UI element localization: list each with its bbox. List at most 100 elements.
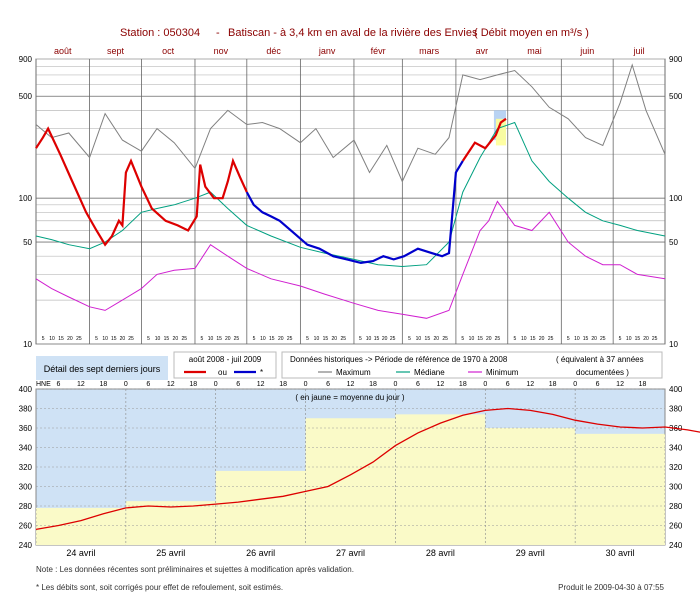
series-line-1 — [35, 121, 666, 268]
hour-tick-label: 12 — [436, 381, 444, 388]
hour-tick-label: 18 — [279, 381, 287, 388]
day-tick-label: 10 — [469, 336, 475, 342]
top-y-tick-left: 100 — [19, 194, 33, 203]
hour-tick-label: 18 — [639, 381, 647, 388]
star-label: * — [260, 368, 263, 377]
top-y-tick-right: 50 — [669, 238, 678, 247]
or-label: ou — [218, 368, 227, 377]
historical-label: Données historiques -> Période de référe… — [290, 355, 508, 364]
recent-period-label: août 2008 - juil 2009 — [189, 355, 262, 364]
historical-legend-box — [281, 351, 663, 379]
detail-box-label: Détail des sept derniers jours — [44, 364, 161, 374]
hour-tick-label: 0 — [483, 381, 487, 388]
bottom-y-tick-left: 340 — [19, 444, 33, 453]
bottom-y-tick-right: 400 — [669, 385, 683, 394]
equiv-label: ( équivalent à 37 années — [556, 355, 644, 364]
month-label: mars — [419, 46, 439, 56]
month-label: févr — [371, 46, 386, 56]
top-y-tick-left: 10 — [23, 340, 32, 349]
daily-mean-block — [395, 414, 486, 545]
bottom-y-tick-left: 400 — [19, 385, 33, 394]
day-tick-label: 15 — [111, 336, 117, 342]
series-line-0 — [35, 63, 666, 183]
day-tick-label: 15 — [477, 336, 483, 342]
day-tick-label: 25 — [76, 336, 82, 342]
hour-tick-label: 12 — [526, 381, 534, 388]
day-tick-label: 10 — [155, 336, 161, 342]
month-label: août — [54, 46, 72, 56]
series-line-5 — [461, 117, 507, 162]
top-y-tick-right: 500 — [669, 92, 683, 101]
bottom-y-tick-right: 280 — [669, 502, 683, 511]
day-tick-label: 5 — [514, 336, 517, 342]
day-tick-label: 5 — [461, 336, 464, 342]
series-line-2 — [35, 200, 666, 319]
bottom-y-tick-left: 280 — [19, 502, 33, 511]
day-label: 27 avril — [336, 548, 365, 558]
hour-tick-label: 6 — [146, 381, 150, 388]
day-tick-label: 10 — [574, 336, 580, 342]
day-tick-label: 5 — [359, 336, 362, 342]
unit-title: ( Débit moyen en m³/s ) — [474, 27, 589, 39]
bottom-y-tick-right: 260 — [669, 522, 683, 531]
daily-mean-block — [575, 433, 665, 545]
month-label: juil — [633, 46, 645, 56]
day-tick-label: 25 — [128, 336, 134, 342]
recent-legend-box — [173, 351, 277, 379]
day-tick-label: 15 — [323, 336, 329, 342]
day-tick-label: 15 — [164, 336, 170, 342]
hour-tick-label: 18 — [189, 381, 197, 388]
day-tick-label: 10 — [49, 336, 55, 342]
minimum-label: Minimum — [486, 368, 519, 377]
day-tick-label: 20 — [486, 336, 492, 342]
day-tick-label: 15 — [269, 336, 275, 342]
documented-label: documentées ) — [576, 368, 629, 377]
hour-tick-label: 0 — [304, 381, 308, 388]
bottom-y-tick-left: 380 — [19, 405, 33, 414]
day-tick-label: 5 — [42, 336, 45, 342]
month-label: mai — [527, 46, 542, 56]
day-tick-label: 25 — [652, 336, 658, 342]
day-tick-label: 20 — [382, 336, 388, 342]
day-tick-label: 5 — [200, 336, 203, 342]
day-label: 30 avril — [606, 548, 635, 558]
day-tick-label: 15 — [425, 336, 431, 342]
bottom-y-tick-left: 300 — [19, 483, 33, 492]
day-tick-label: 25 — [600, 336, 606, 342]
hour-tick-label: 6 — [596, 381, 600, 388]
month-label: nov — [214, 46, 229, 56]
day-tick-label: 5 — [147, 336, 150, 342]
bottom-y-tick-right: 320 — [669, 463, 683, 472]
hour-tick-label: 12 — [347, 381, 355, 388]
river-title: Batiscan - à 3,4 km en aval de la rivièr… — [228, 27, 478, 39]
day-label: 25 avril — [156, 548, 185, 558]
day-tick-label: 25 — [442, 336, 448, 342]
bottom-y-tick-right: 380 — [669, 405, 683, 414]
hour-tick-label: 0 — [573, 381, 577, 388]
day-tick-label: 5 — [253, 336, 256, 342]
top-y-tick-left: 900 — [19, 55, 33, 64]
top-y-tick-left: 500 — [19, 92, 33, 101]
month-label: sept — [107, 46, 125, 56]
hour-tick-label: 18 — [459, 381, 467, 388]
bottom-y-tick-left: 360 — [19, 424, 33, 433]
day-tick-label: 15 — [635, 336, 641, 342]
day-tick-label: 15 — [374, 336, 380, 342]
daily-mean-block — [215, 470, 306, 545]
day-tick-label: 10 — [102, 336, 108, 342]
hour-tick-label: 6 — [326, 381, 330, 388]
hour-tick-label: 6 — [236, 381, 240, 388]
day-tick-label: 20 — [225, 336, 231, 342]
day-tick-label: 15 — [58, 336, 64, 342]
daily-mean-block — [125, 501, 216, 545]
day-tick-label: 15 — [583, 336, 589, 342]
day-tick-label: 20 — [539, 336, 545, 342]
top-y-tick-left: 50 — [23, 238, 32, 247]
bottom-y-tick-right: 340 — [669, 444, 683, 453]
top-y-tick-right: 900 — [669, 55, 683, 64]
median-label: Médiane — [414, 368, 445, 377]
day-label: 28 avril — [426, 548, 455, 558]
series-line-4 — [245, 160, 464, 265]
daily-mean-note: ( en jaune = moyenne du jour ) — [295, 393, 405, 402]
